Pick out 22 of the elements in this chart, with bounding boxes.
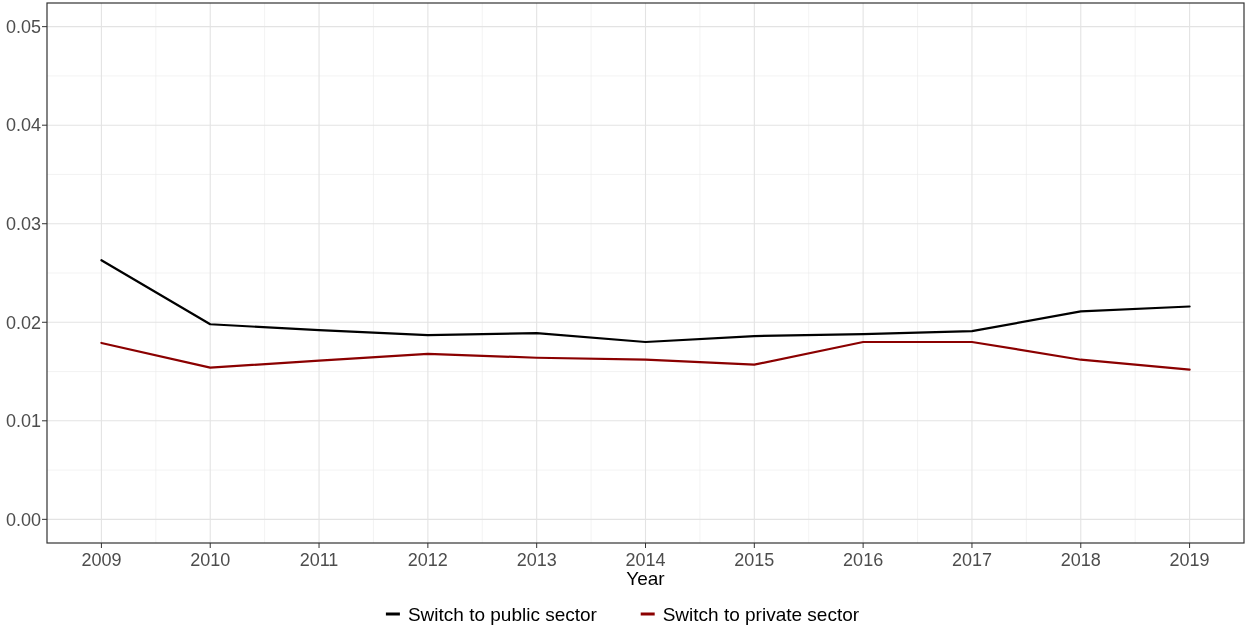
x-tick-label: 2016 bbox=[843, 550, 884, 570]
x-tick-label: 2014 bbox=[625, 550, 666, 570]
y-tick-label: 0.02 bbox=[5, 312, 41, 333]
legend-label: Switch to private sector bbox=[662, 603, 860, 625]
x-tick-label: 2018 bbox=[1060, 550, 1101, 570]
x-tick-label: 2010 bbox=[190, 550, 231, 570]
x-tick-label: 2009 bbox=[81, 550, 122, 570]
y-tick-label: 0.05 bbox=[5, 16, 41, 37]
legend-label: Switch to public sector bbox=[407, 603, 598, 625]
line-series bbox=[100, 259, 1191, 344]
y-tick-label: 0.03 bbox=[5, 214, 41, 235]
y-tick-label: 0.00 bbox=[5, 509, 41, 530]
x-tick-label: 2013 bbox=[516, 550, 557, 570]
line-series bbox=[100, 340, 1191, 371]
x-tick-label: 2012 bbox=[407, 550, 448, 570]
x-axis-title: Year bbox=[626, 568, 666, 589]
x-tick-label: 2011 bbox=[299, 550, 339, 570]
x-tick-label: 2017 bbox=[951, 550, 992, 570]
y-tick-label: 0.01 bbox=[5, 411, 41, 432]
y-tick-label: 0.04 bbox=[5, 115, 41, 136]
x-tick-label: 2015 bbox=[734, 550, 775, 570]
x-tick-label: 2019 bbox=[1169, 550, 1210, 570]
